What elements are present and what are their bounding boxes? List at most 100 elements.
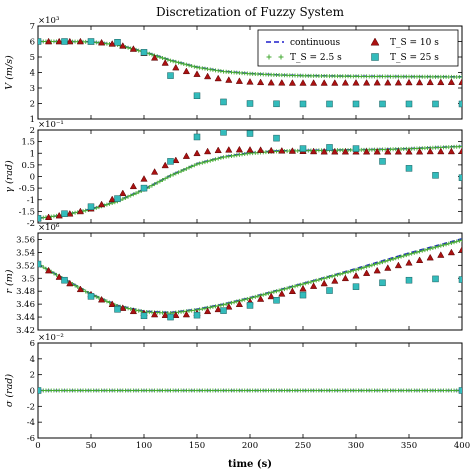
series-ts10-point: [458, 147, 462, 154]
series-ts25s-point: [432, 275, 439, 283]
series-ts10-point: [97, 38, 106, 46]
y-tick-label: 0: [30, 173, 35, 183]
series-ts25-point: [83, 208, 88, 213]
series-ts10-point: [373, 78, 381, 86]
series-ts25s-point: [379, 158, 386, 165]
series-ts10-point: [384, 78, 392, 86]
series-ts25-point: [438, 243, 443, 248]
series-ts25-point: [391, 256, 396, 261]
series-ts10-point: [66, 37, 74, 45]
series-ts10-point: [394, 261, 403, 269]
y-tick-label: 3.52: [16, 261, 35, 271]
series-ts10-point: [97, 200, 106, 208]
series-ts25s-point: [458, 174, 462, 181]
series-ts25-point: [149, 183, 154, 188]
series-ts10-point: [278, 290, 286, 297]
series-ts25-point: [187, 63, 192, 68]
series-ts25-point: [165, 57, 170, 62]
series-ts25-point: [436, 244, 441, 249]
series-ts25-point: [361, 265, 366, 270]
series-ts25-point: [407, 252, 411, 257]
series-ts25-point: [171, 59, 176, 64]
series-ts25-point: [282, 287, 287, 292]
series-ts25-point: [285, 286, 290, 291]
series-ts25-point: [420, 248, 425, 253]
series-ts25s-point: [38, 260, 42, 268]
series-ts10-point: [256, 146, 265, 153]
series-ts10-point: [44, 37, 53, 45]
series-ts25-point: [303, 281, 308, 286]
series-ts10-point: [256, 78, 265, 86]
series-ts25-point: [205, 159, 210, 164]
series-ts25-point: [184, 62, 189, 67]
series-ts25-point: [120, 197, 125, 202]
series-ts10-point: [119, 189, 127, 197]
series-ts10-point: [161, 161, 169, 169]
series-ts10-point: [437, 78, 445, 86]
series-ts25s-point: [352, 283, 360, 290]
series-ts25-point: [449, 240, 454, 245]
y-axis-label-gamma: γ (rad): [4, 160, 15, 193]
series-ts10-point: [405, 147, 413, 155]
x-tick-label: 0: [35, 441, 40, 451]
series-ts10-point: [341, 79, 350, 86]
series-ts25-point: [200, 306, 205, 311]
series-ts25s-point: [167, 313, 174, 321]
series-ts10-point: [203, 307, 212, 315]
series-ts25-point: [192, 163, 197, 168]
series-ts25-point: [409, 251, 414, 256]
series-ts25-point: [377, 260, 382, 265]
series-ts25-point: [422, 248, 427, 253]
series-ts25-point: [354, 267, 358, 272]
series-ts25-point: [330, 274, 335, 279]
y-axis-label-V: V (m/s): [4, 55, 15, 90]
series-ts25-point: [155, 180, 160, 185]
series-ts10-point: [309, 79, 318, 86]
y-tick-label: -2: [27, 219, 35, 229]
y-tick-label: 7: [30, 22, 35, 32]
series-ts25s-point: [38, 215, 42, 222]
series-ts25s-point: [246, 130, 254, 137]
series-ts10-point: [415, 147, 424, 155]
series-ts25-point: [425, 247, 430, 252]
series-ts10-point: [55, 211, 63, 219]
y-exponent-r: ×10⁶: [38, 223, 60, 233]
series-ts25-point: [430, 245, 435, 250]
series-ts25-point: [404, 253, 409, 258]
series-ts25-point: [126, 306, 131, 311]
y-tick-label: 3: [30, 84, 35, 94]
series-ts25-point: [428, 246, 433, 251]
series-ts10-point: [225, 76, 233, 83]
series-ts10-point: [320, 79, 328, 86]
series-ts25-point: [210, 157, 215, 162]
series-ts25-point: [213, 304, 218, 309]
series-ts25-point: [83, 289, 88, 294]
series-ts25-point: [444, 242, 449, 247]
series-ts10-point: [161, 59, 169, 66]
series-ts10-point: [172, 156, 180, 164]
series-ts10-point: [384, 264, 392, 271]
series-ts25s-point: [352, 100, 360, 108]
series-ts25-point: [412, 250, 417, 255]
series-ts10-point: [278, 146, 286, 154]
series-ts10-point: [256, 295, 265, 302]
series-ts25s-point: [246, 100, 254, 107]
series-ts10-point: [341, 274, 350, 282]
panel-r: 3.42 3.44 3.46 3.48 3.5 3.52 3.54 3.56×10⁶ r (m): [4, 223, 463, 336]
series-ts10-point: [384, 147, 392, 155]
y-tick-label: 4: [30, 355, 35, 365]
series-ts25-point: [359, 266, 364, 271]
series-ts10-point: [288, 147, 297, 154]
y-tick-label: 5: [30, 53, 35, 63]
y-tick-label: 1.5: [21, 138, 35, 148]
series-ts25s-point: [352, 145, 360, 152]
series-ts25-point: [446, 241, 451, 246]
series-ts25-point: [218, 303, 223, 308]
series-ts10-point: [309, 282, 318, 289]
y-tick-label: 3.42: [16, 326, 35, 336]
series-ts25-point: [274, 289, 279, 294]
series-ts25s-point: [432, 172, 439, 179]
x-tick-label: 150: [189, 441, 205, 451]
series-ts25-point: [316, 277, 321, 282]
series-ts25-point: [234, 299, 239, 304]
